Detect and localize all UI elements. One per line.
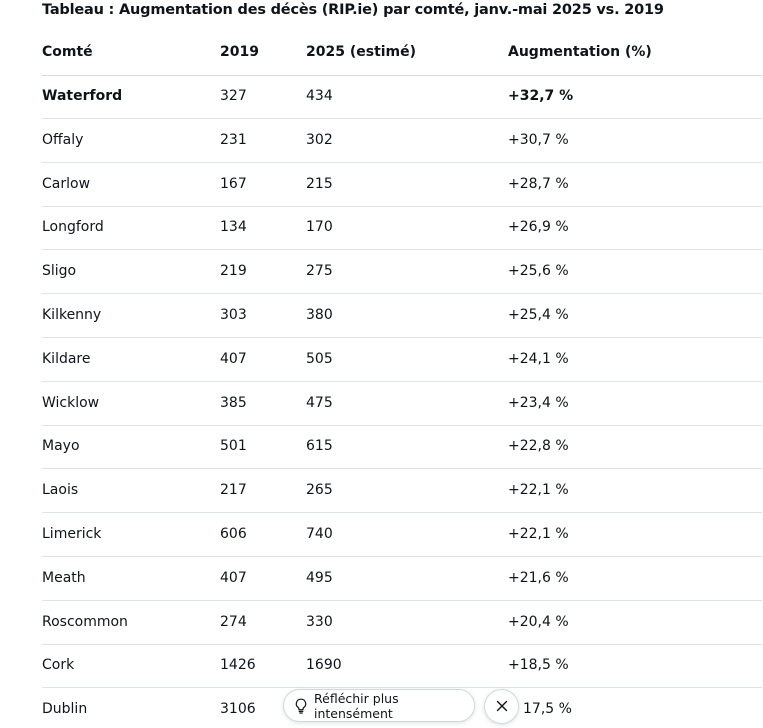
- cell-2019: 217: [220, 482, 247, 499]
- table-row: Cork 1426 1690 +18,5 %: [42, 644, 762, 689]
- cell-increase: +18,5 %: [508, 657, 569, 674]
- cell-2025: 740: [306, 526, 333, 542]
- table-title: Tableau : Augmentation des décès (RIP.ie…: [42, 2, 664, 18]
- cell-increase: +21,6 %: [508, 569, 569, 586]
- table-row: Meath 407 495 +21,6 %: [42, 557, 762, 601]
- cell-county: Carlow: [42, 175, 91, 192]
- table-row: Mayo 501 615 +22,8 %: [42, 425, 762, 470]
- cell-2025: 275: [306, 263, 333, 280]
- cell-2025: 475: [306, 394, 333, 411]
- cell-increase: +22,1 %: [508, 526, 569, 542]
- cell-2019: 3106: [220, 701, 256, 718]
- cell-2025: 330: [306, 613, 333, 630]
- cell-2019: 501: [220, 438, 247, 455]
- cell-increase: +25,4 %: [508, 307, 569, 323]
- header-2019: 2019: [220, 44, 259, 60]
- think-harder-label: Réfléchir plus intensément: [314, 690, 399, 721]
- table-row: Kildare 407 505 +24,1 %: [42, 338, 762, 382]
- table-row: Sligo 219 275 +25,6 %: [42, 250, 762, 295]
- cell-county: Limerick: [42, 526, 102, 542]
- cell-county: Longford: [42, 219, 104, 236]
- cell-increase: +23,4 %: [508, 394, 569, 411]
- close-button[interactable]: [484, 689, 519, 724]
- cell-increase: +25,6 %: [508, 263, 569, 280]
- header-increase: Augmentation (%): [508, 44, 652, 60]
- table-row: Longford 134 170 +26,9 %: [42, 206, 762, 251]
- table-row: Waterford 327 434 +32,7 %: [42, 75, 762, 119]
- cell-2019: 407: [220, 569, 247, 586]
- cell-2025: 1690: [306, 657, 342, 674]
- table-row: Carlow 167 215 +28,7 %: [42, 163, 762, 207]
- cell-2019: 219: [220, 263, 247, 280]
- table-row: Roscommon 274 330 +20,4 %: [42, 601, 762, 645]
- cell-county: Sligo: [42, 263, 77, 280]
- cell-county: Roscommon: [42, 613, 128, 630]
- cell-county: Wicklow: [42, 394, 100, 411]
- table-row: Dublin 3106 17,5 %: [42, 688, 762, 728]
- table-row: Kilkenny 303 380 +25,4 %: [42, 294, 762, 338]
- cell-increase: +22,1 %: [508, 482, 569, 499]
- cell-county: Waterford: [42, 88, 123, 104]
- cell-2019: 303: [220, 307, 247, 323]
- cell-increase: 17,5 %: [523, 701, 572, 718]
- header-county: Comté: [42, 44, 93, 60]
- table-row: Wicklow 385 475 +23,4 %: [42, 382, 762, 426]
- cell-county: Dublin: [42, 701, 88, 718]
- cell-2019: 385: [220, 394, 247, 411]
- cell-increase: +26,9 %: [508, 219, 569, 236]
- cell-county: Offaly: [42, 131, 84, 148]
- cell-2019: 167: [220, 175, 247, 192]
- cell-2025: 615: [306, 438, 333, 455]
- cell-increase: +28,7 %: [508, 175, 569, 192]
- cell-2025: 265: [306, 482, 333, 499]
- cell-2025: 380: [306, 307, 333, 323]
- cell-2025: 434: [306, 88, 333, 104]
- cell-county: Laois: [42, 482, 79, 499]
- close-icon: [496, 697, 508, 716]
- table-row: Limerick 606 740 +22,1 %: [42, 513, 762, 557]
- cell-2025: 495: [306, 569, 333, 586]
- cell-2019: 231: [220, 131, 247, 148]
- cell-county: Cork: [42, 657, 75, 674]
- cell-2019: 606: [220, 526, 247, 542]
- cell-increase: +32,7 %: [508, 88, 574, 104]
- lightbulb-icon: [294, 698, 308, 714]
- table-row: Offaly 231 302 +30,7 %: [42, 119, 762, 163]
- cell-increase: +24,1 %: [508, 350, 569, 367]
- cell-county: Kilkenny: [42, 307, 102, 323]
- cell-2025: 302: [306, 131, 333, 148]
- cell-increase: +30,7 %: [508, 131, 569, 148]
- table-row: Laois 217 265 +22,1 %: [42, 469, 762, 514]
- cell-2025: 505: [306, 350, 333, 367]
- cell-2025: 215: [306, 175, 333, 192]
- table-header-row: Comté 2019 2025 (estimé) Augmentation (%…: [42, 32, 762, 76]
- cell-2019: 134: [220, 219, 247, 236]
- header-2025: 2025 (estimé): [306, 44, 417, 60]
- think-harder-button[interactable]: Réfléchir plus intensément: [283, 689, 475, 722]
- cell-county: Kildare: [42, 350, 91, 367]
- cell-2019: 327: [220, 88, 247, 104]
- cell-2019: 1426: [220, 657, 256, 674]
- cell-county: Mayo: [42, 438, 80, 455]
- cell-2019: 274: [220, 613, 247, 630]
- cell-county: Meath: [42, 569, 86, 586]
- cell-increase: +22,8 %: [508, 438, 569, 455]
- cell-increase: +20,4 %: [508, 613, 569, 630]
- cell-2019: 407: [220, 350, 247, 367]
- cell-2025: 170: [306, 219, 333, 236]
